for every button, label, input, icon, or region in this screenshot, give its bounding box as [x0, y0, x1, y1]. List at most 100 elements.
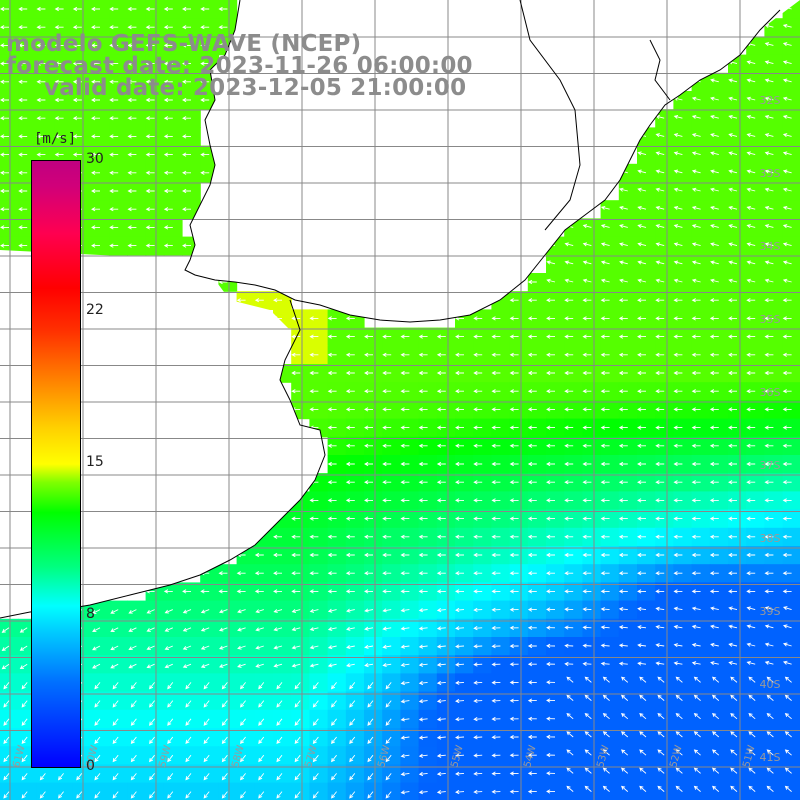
wind-cell [546, 382, 565, 401]
wind-cell [618, 546, 638, 565]
wind-arrow [455, 680, 465, 685]
wind-arrow [691, 151, 701, 156]
wind-cell [182, 655, 201, 674]
wind-cell [491, 309, 511, 329]
wind-arrow [673, 169, 683, 174]
wind-cell [236, 618, 256, 638]
wind-cell [764, 691, 784, 711]
wind-arrow [602, 676, 610, 683]
wind-arrow [764, 242, 774, 247]
wind-arrow [509, 407, 519, 412]
wind-cell [691, 509, 711, 529]
wind-arrow [657, 676, 665, 683]
wind-cell [709, 327, 729, 347]
wind-cell [491, 327, 511, 347]
wind-arrow [382, 644, 392, 649]
wind-cell [709, 273, 729, 292]
wind-cell [546, 600, 565, 620]
wind-arrow [764, 42, 774, 47]
wind-cell [709, 637, 729, 656]
wind-cell [91, 145, 110, 165]
wind-cell [691, 400, 711, 420]
wind-cell [691, 127, 711, 147]
wind-cell [691, 764, 711, 784]
wind-cell [491, 691, 511, 711]
wind-cell [764, 200, 784, 219]
wind-cell [436, 327, 456, 347]
wind-cell [746, 455, 765, 474]
wind-cell [0, 91, 19, 110]
wind-cell [309, 618, 329, 638]
wind-arrow [600, 443, 610, 448]
wind-arrow [710, 133, 719, 138]
wind-cell [655, 254, 674, 274]
wind-arrow [276, 773, 283, 781]
wind-cell [782, 709, 800, 729]
wind-cell [273, 600, 292, 620]
wind-cell [637, 236, 656, 256]
wind-cell [728, 309, 747, 329]
wind-cell [254, 600, 274, 620]
wind-cell [436, 382, 456, 401]
wind-cell [564, 309, 583, 329]
wind-arrow [240, 718, 246, 726]
wind-arrow [92, 609, 101, 614]
wind-arrow [491, 407, 501, 412]
wind-cell [618, 218, 638, 238]
wind-cell [564, 746, 583, 765]
wind-arrow [566, 712, 574, 720]
wind-cell [345, 382, 365, 401]
wind-cell [655, 163, 674, 183]
wind-arrow [436, 662, 446, 667]
wind-arrow [473, 662, 483, 667]
wind-arrow [1, 627, 10, 633]
latitude-label: 40S [760, 678, 781, 691]
wind-arrow [200, 61, 210, 66]
wind-arrow [294, 791, 301, 799]
wind-cell [564, 691, 583, 711]
wind-arrow [109, 79, 119, 84]
wind-cell [455, 327, 474, 347]
wind-arrow [637, 205, 647, 210]
wind-arrow [112, 773, 119, 781]
wind-cell [236, 564, 256, 583]
wind-arrow [309, 370, 319, 376]
wind-cell [582, 273, 602, 292]
latitude-label: 32S [760, 94, 781, 107]
wind-arrow [149, 682, 155, 690]
wind-cell [254, 637, 274, 656]
wind-arrow [728, 352, 737, 357]
wind-arrow [566, 767, 574, 774]
wind-cell [436, 709, 456, 729]
wind-arrow [637, 370, 646, 376]
wind-cell [455, 400, 474, 420]
wind-arrow [21, 718, 28, 726]
wind-arrow [367, 682, 374, 690]
wind-arrow [712, 731, 720, 738]
wind-arrow [436, 589, 446, 594]
wind-arrow [418, 552, 428, 558]
wind-cell [455, 728, 474, 747]
wind-arrow [546, 461, 555, 467]
wind-cell [455, 382, 474, 401]
wind-arrow [709, 407, 719, 412]
wind-cell [527, 655, 547, 674]
wind-cell [327, 436, 347, 456]
wind-arrow [349, 736, 356, 745]
wind-cell [491, 473, 511, 492]
wind-cell [691, 473, 711, 492]
wind-cell [782, 109, 800, 128]
wind-cell [546, 746, 565, 765]
wind-cell [637, 709, 656, 729]
wind-cell [728, 564, 747, 583]
wind-arrow [764, 370, 774, 376]
wind-arrow [746, 334, 756, 339]
wind-cell [600, 564, 620, 583]
wind-cell [382, 509, 401, 529]
wind-cell [400, 691, 420, 711]
wind-arrow [764, 96, 774, 101]
wind-cell [382, 782, 401, 800]
wind-arrow [473, 370, 483, 376]
wind-arrow [491, 534, 501, 539]
wind-cell [91, 236, 110, 256]
